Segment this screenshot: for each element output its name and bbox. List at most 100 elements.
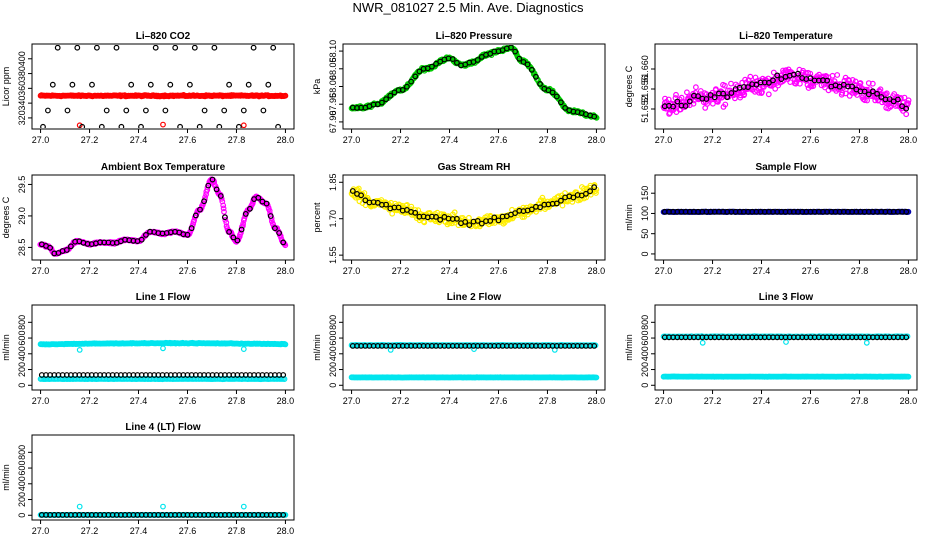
point-all: [770, 69, 777, 76]
y-tick-label: 600: [328, 331, 338, 346]
point-avg: [558, 99, 564, 106]
point-all: [839, 89, 846, 96]
point-avg: [583, 190, 589, 197]
point-cal: [74, 45, 81, 51]
y-tick-label: 400: [640, 346, 650, 361]
point-cal: [216, 123, 223, 128]
point-avg: [255, 194, 262, 201]
point-all: [220, 202, 227, 209]
x-tick-label: 27.8: [539, 266, 557, 276]
point-avg: [280, 512, 287, 518]
x-tick-label: 27.6: [179, 526, 197, 536]
chart-panel-10: Line 4 (LT) Flow ml/min 27.0 27.2 27.4 27.6 27…: [1, 422, 295, 536]
point-cal: [191, 45, 198, 51]
plot-frame: [31, 43, 295, 130]
y-tick-label: 1.55: [328, 246, 338, 264]
y-tick-label: 600: [17, 331, 27, 346]
y-tick-label: 800: [17, 315, 27, 330]
point-avg: [591, 343, 598, 349]
point-all: [591, 181, 598, 188]
y-axis-label: ml/min: [1, 464, 11, 491]
x-tick-label: 27.0: [32, 396, 50, 406]
point-cal: [103, 107, 110, 114]
x-tick-label: 27.2: [392, 135, 410, 145]
panel-title: Gas Stream RH: [438, 162, 511, 173]
point-avg: [903, 334, 910, 341]
x-tick-label: 27.8: [228, 396, 246, 406]
point-avg: [280, 372, 287, 378]
point-avg: [358, 192, 365, 199]
y-axis-label: degrees C: [624, 65, 634, 107]
point-avg: [487, 217, 494, 224]
x-tick-label: 27.2: [704, 396, 722, 406]
y-tick-label: 0: [640, 383, 650, 388]
point-avg: [63, 247, 70, 253]
point-all: [451, 209, 458, 216]
plot-frame: [654, 304, 918, 391]
point-cal: [196, 123, 203, 128]
y-axis-label: degrees C: [1, 196, 11, 238]
point-all: [266, 207, 273, 214]
point-cal: [89, 81, 95, 88]
point-all: [728, 80, 734, 87]
point-all: [240, 220, 247, 227]
plot-frame: [342, 43, 606, 130]
y-tick-label: 340: [17, 96, 27, 111]
point-all: [666, 110, 672, 117]
point-avg: [391, 89, 398, 96]
data-points: [660, 333, 912, 380]
point-all: [218, 195, 225, 202]
point-avg: [487, 50, 494, 57]
y-axis-label: ml/min: [1, 334, 11, 361]
point-all: [722, 101, 729, 108]
y-tick-label: 200: [640, 362, 650, 377]
point-avg: [512, 48, 518, 55]
x-tick-label: 28.0: [277, 266, 295, 276]
point-avg: [524, 61, 531, 68]
plot-frame: [654, 174, 918, 261]
y-tick-label: 360: [17, 81, 27, 96]
point-avg: [263, 200, 270, 207]
point-cal: [54, 45, 61, 51]
point-cal: [79, 123, 86, 128]
x-tick-label: 28.0: [588, 135, 606, 145]
y-tick-label: 800: [640, 315, 650, 330]
chart-panel-9: Line 3 Flow ml/min 27.0 27.2 27.4 27.6 27.8 28.…: [624, 292, 918, 406]
point-avg: [528, 66, 535, 73]
point-all: [282, 341, 289, 348]
point-avg: [549, 89, 556, 96]
point-avg: [558, 197, 564, 204]
data-points: [37, 176, 289, 257]
point-all: [500, 220, 507, 227]
point-cal: [250, 45, 257, 51]
point-avg: [188, 225, 195, 232]
panel-title: Li–820 Temperature: [739, 31, 833, 42]
point-cal: [138, 123, 144, 128]
x-tick-label: 27.4: [753, 266, 771, 276]
point-avg: [874, 90, 880, 97]
x-tick-label: 27.6: [179, 135, 197, 145]
point-all: [408, 203, 415, 210]
x-tick-label: 27.8: [851, 396, 869, 406]
x-tick-label: 27.2: [81, 135, 99, 145]
point-avg: [512, 210, 518, 217]
point-avg: [213, 186, 220, 193]
plot-frame: [342, 304, 606, 391]
y-tick-label: 68.05: [328, 58, 338, 81]
point-avg: [379, 99, 385, 106]
point-all: [76, 347, 83, 353]
point-avg: [437, 216, 444, 223]
point-all: [282, 512, 289, 518]
point-all: [240, 503, 247, 510]
x-tick-label: 27.6: [179, 266, 197, 276]
x-tick-label: 27.8: [228, 135, 246, 145]
point-all: [693, 84, 699, 91]
y-tick-label: 320: [17, 110, 27, 125]
point-avg: [221, 214, 228, 221]
y-axis-label: kPa: [312, 79, 322, 95]
chart-panel-4: Ambient Box Temperature degrees C 27.0 27.2…: [1, 162, 295, 276]
point-all: [222, 216, 229, 223]
y-axis-label: ml/min: [624, 334, 634, 361]
point-all: [741, 91, 748, 98]
